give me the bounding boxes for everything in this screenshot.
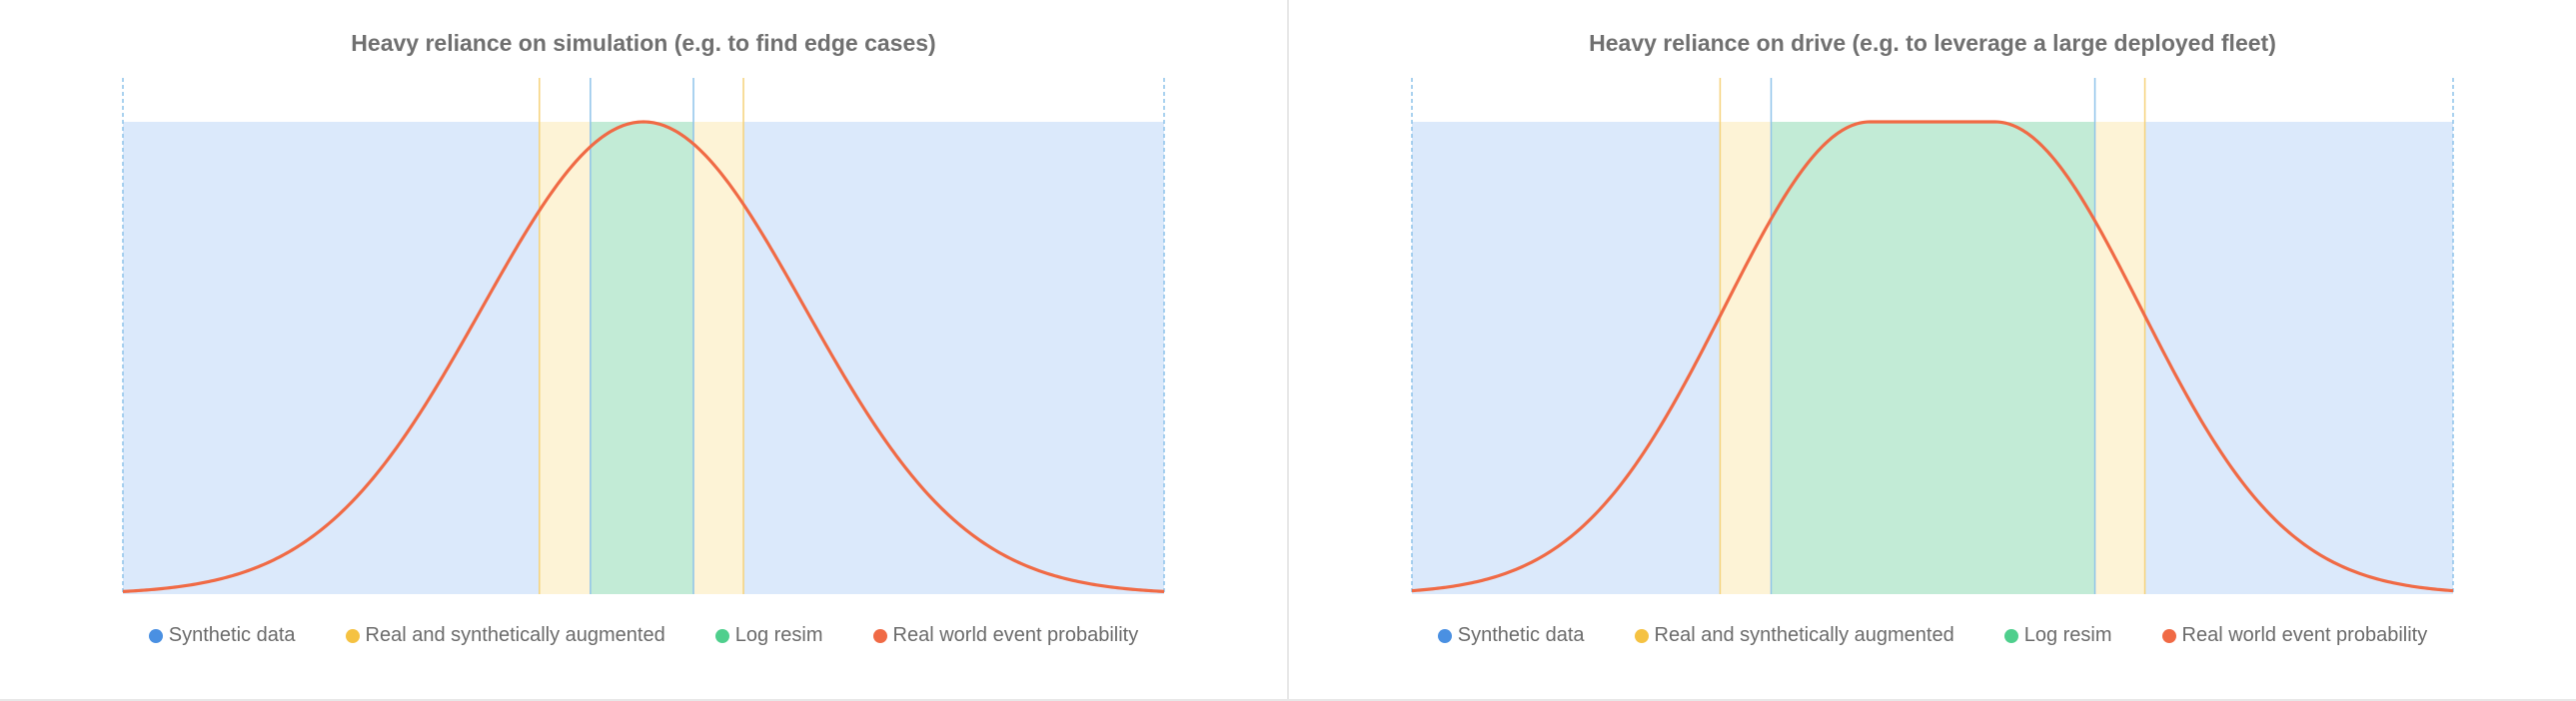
chart-plot-simulation (122, 78, 1165, 594)
legend-label-curve: Real world event probability (2181, 624, 2428, 646)
legend-dot-curve (872, 628, 887, 643)
band-synthetic-data (743, 122, 1164, 594)
legend-item-logresim: Log resim (2003, 624, 2112, 647)
legend-dot-synthetic (1437, 628, 1452, 643)
band-synthetic-data (123, 122, 540, 594)
legend-item-synthetic: Synthetic data (1437, 624, 1585, 647)
legend-dot-augmented (1634, 628, 1649, 643)
legend-label-synthetic: Synthetic data (1457, 624, 1585, 646)
curve-real-world-event-probability (1411, 120, 2454, 593)
legend-item-augmented: Real and synthetically augmented (1634, 624, 1954, 647)
band-synthetic-data (2144, 122, 2453, 594)
legend-dot-logresim (2003, 628, 2018, 643)
band-real-and-synthetically-augmented (1720, 122, 1772, 594)
chart-title: Heavy reliance on simulation (e.g. to fi… (351, 30, 936, 56)
chart-plot-drive (1411, 78, 2454, 594)
chart-legend: Synthetic data Real and synthetically au… (1289, 624, 2576, 647)
legend-dot-synthetic (148, 628, 163, 643)
legend-item-augmented: Real and synthetically augmented (345, 624, 665, 647)
legend-item-synthetic: Synthetic data (148, 624, 296, 647)
chart-legend: Synthetic data Real and synthetically au… (0, 624, 1287, 647)
band-log-resim (590, 122, 694, 594)
legend-label-curve: Real world event probability (892, 624, 1139, 646)
legend-label-logresim: Log resim (2023, 624, 2112, 646)
band-synthetic-data (1412, 122, 1721, 594)
legend-label-logresim: Log resim (734, 624, 823, 646)
curve-real-world-event-probability (122, 120, 1165, 593)
legend-dot-logresim (714, 628, 729, 643)
band-real-and-synthetically-augmented (539, 122, 591, 594)
legend-dot-curve (2161, 628, 2176, 643)
chart-panel-simulation: Heavy reliance on simulation (e.g. to fi… (0, 0, 1287, 699)
legend-label-augmented: Real and synthetically augmented (365, 624, 665, 646)
chart-title: Heavy reliance on drive (e.g. to leverag… (1589, 30, 2276, 56)
band-real-and-synthetically-augmented (2094, 122, 2145, 594)
legend-dot-augmented (345, 628, 360, 643)
legend-item-curve: Real world event probability (872, 624, 1139, 647)
band-real-and-synthetically-augmented (693, 122, 744, 594)
chart-panel-drive: Heavy reliance on drive (e.g. to leverag… (1287, 0, 2576, 699)
legend-item-logresim: Log resim (714, 624, 823, 647)
legend-label-augmented: Real and synthetically augmented (1654, 624, 1954, 646)
legend-item-curve: Real world event probability (2161, 624, 2428, 647)
band-log-resim (1771, 122, 2095, 594)
legend-label-synthetic: Synthetic data (168, 624, 296, 646)
